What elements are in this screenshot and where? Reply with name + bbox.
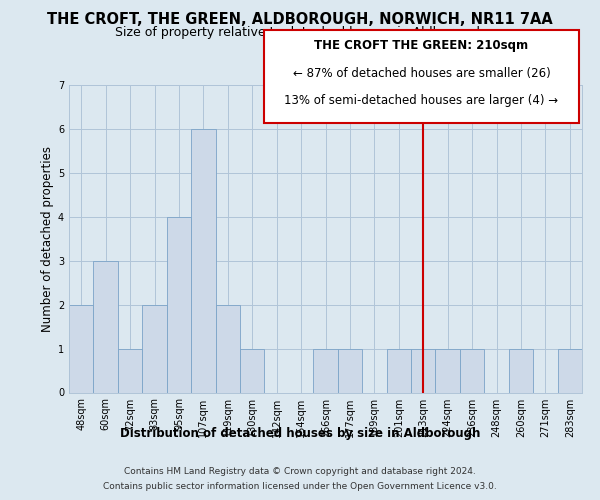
Bar xyxy=(509,348,533,393)
Bar xyxy=(69,304,94,392)
Bar xyxy=(142,304,167,392)
Bar xyxy=(338,348,362,393)
Text: THE CROFT THE GREEN: 210sqm: THE CROFT THE GREEN: 210sqm xyxy=(314,39,529,52)
Text: 13% of semi-detached houses are larger (4) →: 13% of semi-detached houses are larger (… xyxy=(284,94,559,107)
Bar xyxy=(94,260,118,392)
Bar xyxy=(118,348,142,393)
Bar xyxy=(386,348,411,393)
Bar xyxy=(460,348,484,393)
Bar xyxy=(240,348,265,393)
Text: Size of property relative to detached houses in Aldborough: Size of property relative to detached ho… xyxy=(115,26,485,39)
Bar xyxy=(313,348,338,393)
Bar xyxy=(436,348,460,393)
Bar xyxy=(167,217,191,392)
Y-axis label: Number of detached properties: Number of detached properties xyxy=(41,146,54,332)
Bar xyxy=(191,129,215,392)
Text: Contains HM Land Registry data © Crown copyright and database right 2024.: Contains HM Land Registry data © Crown c… xyxy=(124,467,476,476)
Text: THE CROFT, THE GREEN, ALDBOROUGH, NORWICH, NR11 7AA: THE CROFT, THE GREEN, ALDBOROUGH, NORWIC… xyxy=(47,12,553,28)
Text: Contains public sector information licensed under the Open Government Licence v3: Contains public sector information licen… xyxy=(103,482,497,491)
Bar xyxy=(557,348,582,393)
Bar xyxy=(411,348,436,393)
Text: Distribution of detached houses by size in Aldborough: Distribution of detached houses by size … xyxy=(120,428,480,440)
Text: ← 87% of detached houses are smaller (26): ← 87% of detached houses are smaller (26… xyxy=(293,66,550,80)
Bar xyxy=(215,304,240,392)
